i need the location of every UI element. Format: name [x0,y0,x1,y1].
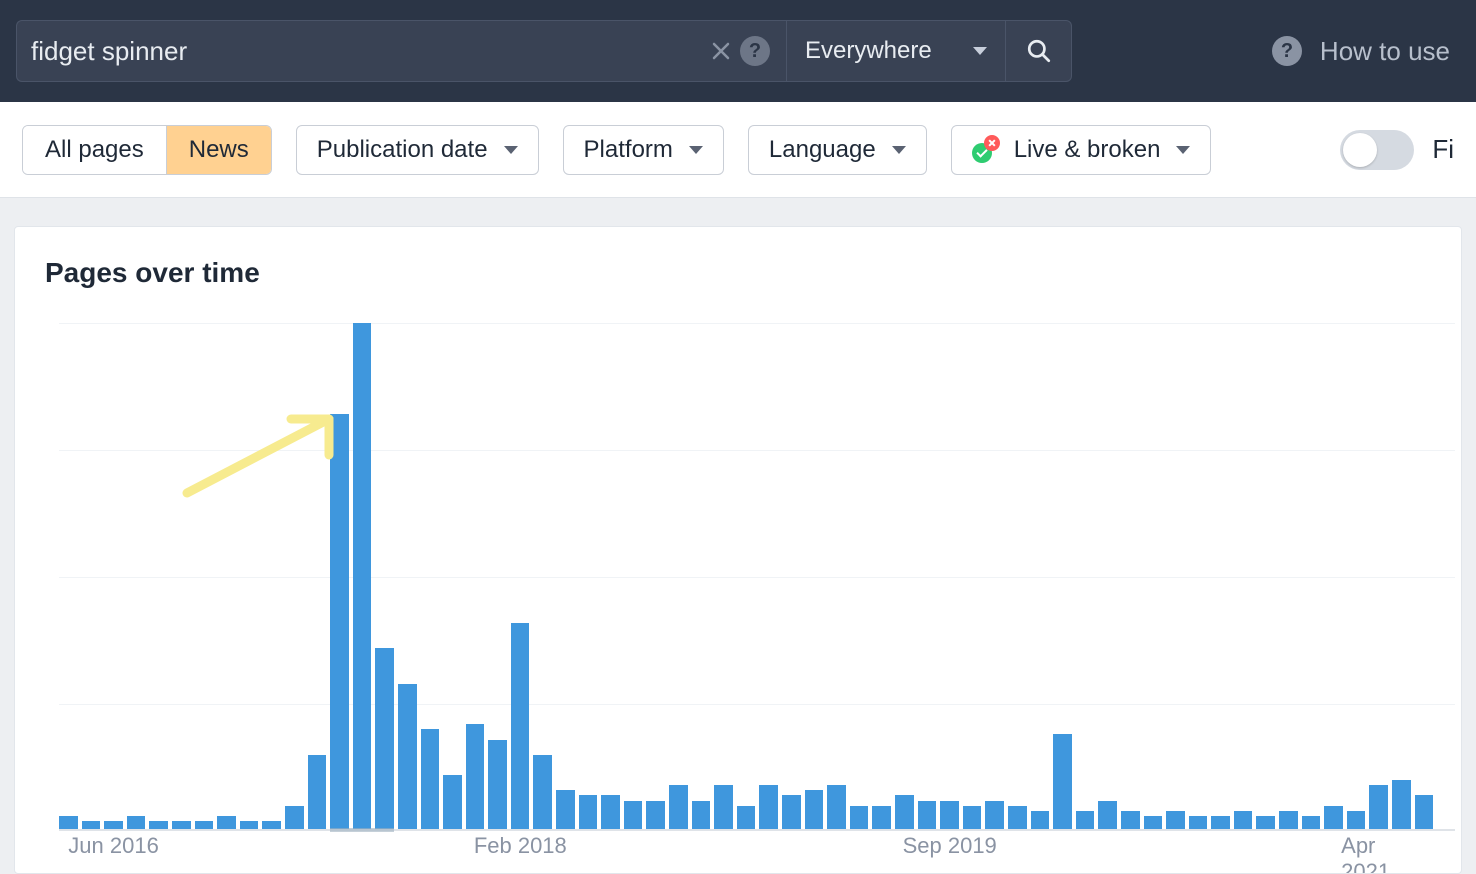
chevron-down-icon [892,146,906,154]
bar [669,785,688,831]
x-axis: Jun 2016Feb 2018Sep 2019Apr 2021 [59,833,1455,863]
bar [827,785,846,831]
bar [488,740,507,831]
bar [1008,806,1027,831]
search-input-text: fidget spinner [31,36,704,67]
x-axis-label: Apr 2021 [1341,833,1417,874]
status-icon [972,137,998,163]
bar [918,801,937,831]
bar [1076,811,1095,831]
segment-all-pages[interactable]: All pages [23,126,166,174]
bar [624,801,643,831]
filter-bar: All pages News Publication date Platform… [0,102,1476,198]
search-group: fidget spinner ? Everywhere [16,20,1072,82]
bar [737,806,756,831]
scope-label: Everywhere [805,37,932,65]
bar [872,806,891,831]
bar [375,648,394,831]
bar [940,801,959,831]
bar [1415,795,1434,831]
help-icon: ? [1272,36,1302,66]
bar [805,790,824,831]
bar [398,684,417,831]
publication-date-label: Publication date [317,136,488,164]
bar [1121,811,1140,831]
x-axis-label: Jun 2016 [68,833,159,859]
toggle-switch[interactable] [1340,130,1414,170]
bar [1166,811,1185,831]
bar [308,755,327,831]
platform-label: Platform [584,136,673,164]
top-bar: fidget spinner ? Everywhere ? How to use [0,0,1476,102]
bar [556,790,575,831]
bar [1369,785,1388,831]
bar [1031,811,1050,831]
bar-chart [59,323,1455,831]
bar [1234,811,1253,831]
platform-filter[interactable]: Platform [563,125,724,175]
bar [850,806,869,831]
status-filter[interactable]: Live & broken [951,125,1212,175]
toggle-label: Fi [1432,134,1454,165]
bar [782,795,801,831]
bar [1324,806,1343,831]
bar [895,795,914,831]
bar [533,755,552,831]
status-label: Live & broken [1014,136,1161,164]
bar [759,785,778,831]
chart-title: Pages over time [15,257,1461,303]
how-to-use-link[interactable]: ? How to use [1272,36,1460,67]
x-axis-label: Feb 2018 [474,833,567,859]
search-button[interactable] [1006,20,1072,82]
publication-date-filter[interactable]: Publication date [296,125,539,175]
bar [692,801,711,831]
bar [1053,734,1072,831]
bar [601,795,620,831]
chart-area [59,323,1455,831]
bar [1347,811,1366,831]
bar [353,323,372,831]
language-label: Language [769,136,876,164]
bar [421,729,440,831]
bar [285,806,304,831]
clear-icon[interactable] [704,34,738,68]
bar [963,806,982,831]
chevron-down-icon [504,146,518,154]
bar [511,623,530,831]
bar [646,801,665,831]
search-icon [1026,38,1052,64]
scope-select[interactable]: Everywhere [786,20,1006,82]
chevron-down-icon [689,146,703,154]
bar [1098,801,1117,831]
chevron-down-icon [973,47,987,55]
bar [1279,811,1298,831]
help-icon[interactable]: ? [738,34,772,68]
bar [443,775,462,831]
bar [714,785,733,831]
bar [579,795,598,831]
bar [330,414,349,831]
bar [985,801,1004,831]
bar [466,724,485,831]
chevron-down-icon [1176,146,1190,154]
x-axis-label: Sep 2019 [903,833,997,859]
how-to-use-label: How to use [1320,36,1450,67]
bar [1392,780,1411,831]
page-type-segmented: All pages News [22,125,272,175]
segment-news[interactable]: News [166,126,271,174]
language-filter[interactable]: Language [748,125,927,175]
chart-card: Pages over time Jun 2016 Feb 2018 Sep 2019… [14,226,1462,874]
right-controls: Fi [1340,130,1454,170]
search-input[interactable]: fidget spinner ? [16,20,786,82]
